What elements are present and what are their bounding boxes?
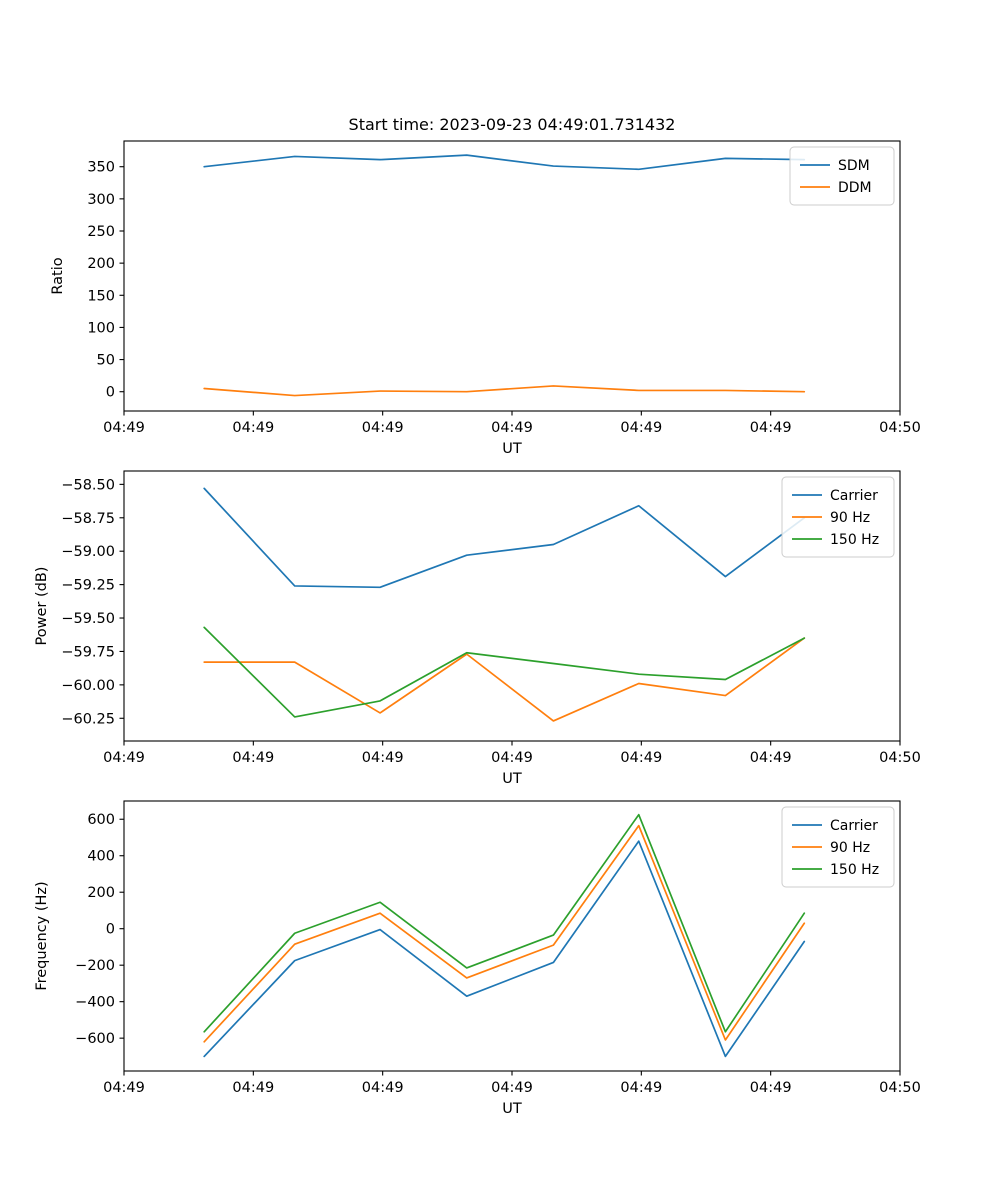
y-tick-label-7: −60.25 (61, 711, 115, 727)
y-tick-label-2: 100 (87, 320, 115, 336)
x-tick-label-2: 04:49 (362, 1080, 404, 1096)
x-tick-label-4: 04:49 (620, 420, 662, 436)
x-tick-label-6: 04:50 (879, 750, 921, 766)
y-tick-label-2: −59.00 (61, 544, 115, 560)
x-tick-label-4: 04:49 (620, 750, 662, 766)
series-carrier (203, 840, 806, 1058)
legend-label-90-hz: 90 Hz (830, 510, 870, 526)
legend-panel-3: Carrier 90 Hz 150 Hz (781, 806, 895, 888)
y-tick-label-6: 300 (87, 192, 115, 208)
series-150-hz (203, 626, 806, 718)
y-tick-label-4: 200 (87, 885, 115, 901)
legend-label-90-hz: 90 Hz (830, 840, 870, 856)
x-axis-label: UT (502, 771, 522, 787)
x-axis-label: UT (502, 441, 522, 457)
y-axis-label: Power (dB) (34, 567, 50, 646)
x-tick-label-1: 04:49 (232, 420, 274, 436)
series-carrier (203, 487, 806, 589)
y-tick-label-7: 350 (87, 160, 115, 176)
legend-label-sdm: SDM (838, 158, 870, 174)
chart-title: Start time: 2023-09-23 04:49:01.731432 (349, 115, 676, 134)
legend-background (789, 146, 895, 206)
y-tick-label-0: −58.50 (61, 477, 115, 493)
legend-background (781, 806, 895, 888)
y-tick-label-5: 250 (87, 224, 115, 240)
series-90-hz (203, 824, 806, 1043)
y-axis-label: Ratio (50, 257, 66, 294)
y-tick-label-5: 400 (87, 849, 115, 865)
panel-1: Start time: 2023-09-23 04:49:01.731432 04… (50, 115, 921, 457)
series-150-hz (203, 813, 806, 1033)
x-tick-label-3: 04:49 (491, 750, 533, 766)
x-tick-label-3: 04:49 (491, 420, 533, 436)
y-tick-label-3: 0 (106, 922, 115, 938)
y-tick-label-3: 150 (87, 288, 115, 304)
x-tick-label-5: 04:49 (750, 750, 792, 766)
y-tick-label-5: −59.75 (61, 644, 115, 660)
legend-label-150-hz: 150 Hz (830, 862, 879, 878)
legend-panel-1: SDM DDM (789, 146, 895, 206)
y-tick-label-4: 200 (87, 256, 115, 272)
legend-label-ddm: DDM (838, 180, 872, 196)
panel-1-frame (123, 140, 901, 412)
y-tick-label-0: 0 (106, 385, 115, 401)
legend-label-150-hz: 150 Hz (830, 532, 879, 548)
x-axis-label: UT (502, 1101, 522, 1117)
x-tick-label-2: 04:49 (362, 750, 404, 766)
legend-label-carrier: Carrier (830, 488, 878, 504)
panel-2: 04:49 04:49 04:49 04:49 04:49 04:49 04:50 UT −58… (34, 470, 921, 787)
panel-3: 04:49 04:49 04:49 04:49 04:49 04:49 04:50 UT −60… (34, 800, 921, 1117)
y-axis-label: Frequency (Hz) (34, 881, 50, 990)
legend-label-carrier: Carrier (830, 818, 878, 834)
y-tick-label-1: −400 (75, 995, 115, 1011)
y-tick-label-1: 50 (97, 353, 115, 369)
y-tick-label-2: −200 (75, 958, 115, 974)
legend-background (781, 476, 895, 558)
x-tick-label-1: 04:49 (232, 750, 274, 766)
y-tick-label-0: −600 (75, 1031, 115, 1047)
series-sdm (203, 154, 806, 171)
x-tick-label-0: 04:49 (103, 750, 145, 766)
x-tick-label-6: 04:50 (879, 420, 921, 436)
y-tick-label-1: −58.75 (61, 511, 115, 527)
y-tick-label-6: 600 (87, 812, 115, 828)
y-tick-label-4: −59.50 (61, 611, 115, 627)
x-tick-label-5: 04:49 (750, 420, 792, 436)
y-tick-label-6: −60.00 (61, 678, 115, 694)
legend-panel-2: Carrier 90 Hz 150 Hz (781, 476, 895, 558)
series-ddm (203, 385, 806, 397)
x-tick-label-3: 04:49 (491, 1080, 533, 1096)
x-tick-label-2: 04:49 (362, 420, 404, 436)
x-tick-label-5: 04:49 (750, 1080, 792, 1096)
x-tick-label-0: 04:49 (103, 1080, 145, 1096)
x-tick-label-1: 04:49 (232, 1080, 274, 1096)
series-90-hz (203, 637, 806, 722)
y-tick-label-3: −59.25 (61, 578, 115, 594)
x-tick-label-4: 04:49 (620, 1080, 662, 1096)
x-tick-label-0: 04:49 (103, 420, 145, 436)
x-tick-label-6: 04:50 (879, 1080, 921, 1096)
